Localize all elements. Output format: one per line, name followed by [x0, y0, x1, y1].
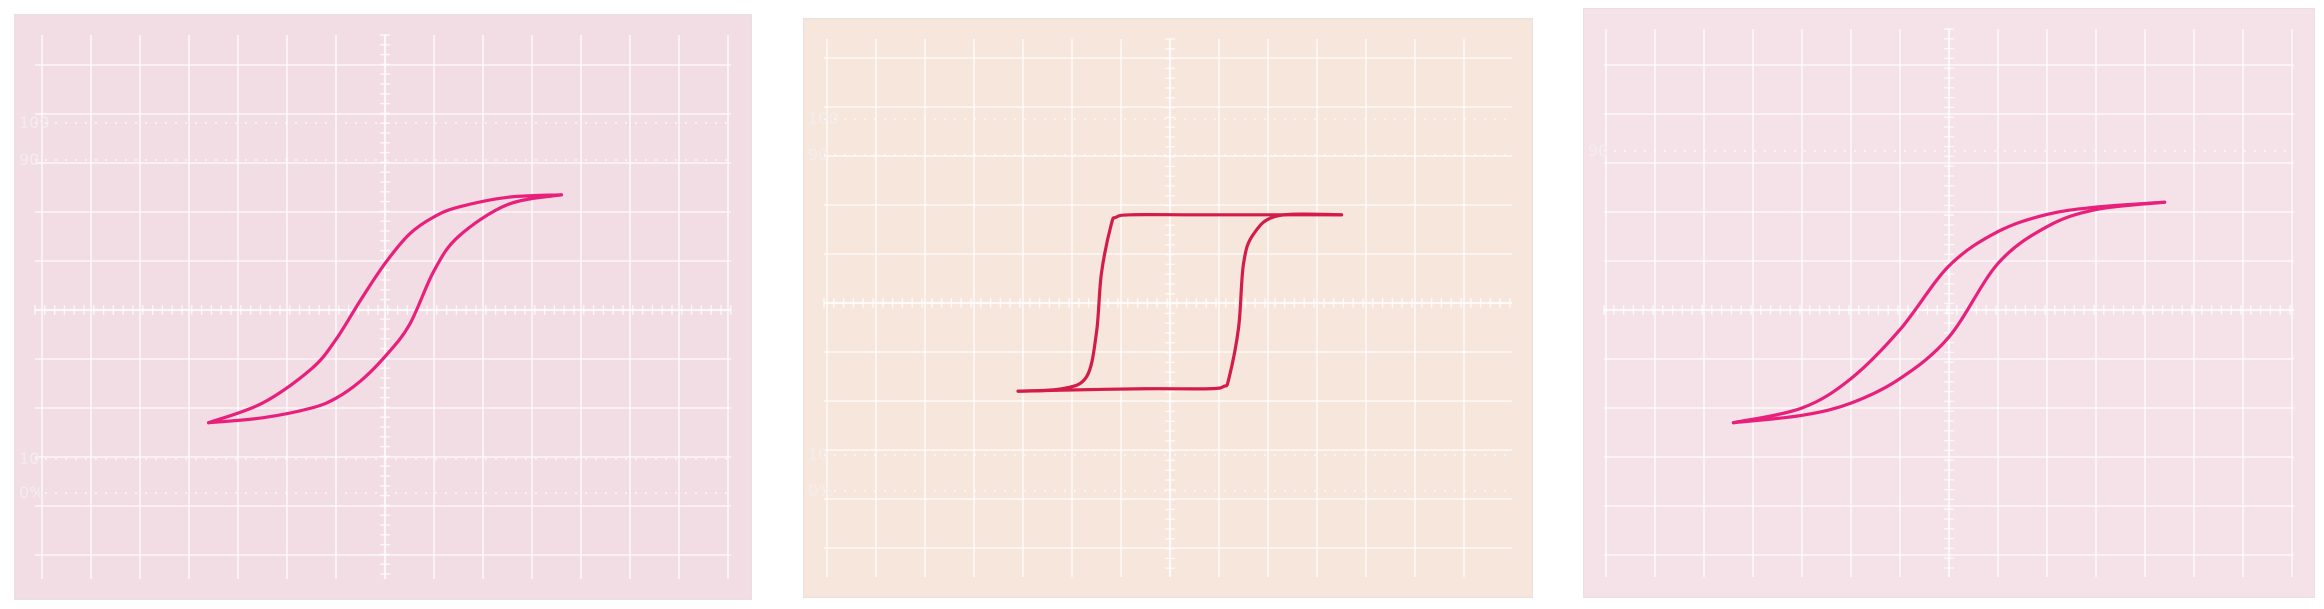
hysteresis-branch-2: [1731, 200, 2167, 425]
hysteresis-branch-1: [1731, 200, 2167, 425]
hysteresis-chart-1: 100 90 10 0%: [15, 15, 751, 599]
graticule: [1603, 28, 2294, 577]
hysteresis-branch-2: [207, 193, 563, 425]
screen-label: 90: [808, 145, 828, 164]
hysteresis-chart-2: 100 90 10 0%: [804, 19, 1532, 597]
screen-label: 10: [808, 445, 828, 464]
screen-label: 90: [1588, 141, 1608, 160]
graticule: [34, 34, 732, 579]
screen-label: 100: [19, 113, 50, 132]
traces: [1731, 200, 2167, 425]
graticule: [823, 38, 1512, 577]
scope-panel-2: 100 90 10 0%: [803, 18, 1533, 598]
screen-label: 0%: [808, 481, 833, 500]
screen-labels: 90: [1588, 141, 1608, 160]
screen-background: [15, 15, 751, 599]
hysteresis-branch-1: [1016, 213, 1344, 393]
screen-label: 0%: [19, 483, 44, 502]
traces: [207, 193, 563, 425]
scope-panel-3: 90: [1583, 8, 2315, 598]
screen-label: 90: [19, 150, 39, 169]
hysteresis-chart-3: 90: [1584, 9, 2314, 597]
screen-labels: 100 90 10 0%: [808, 109, 839, 500]
traces: [1016, 212, 1344, 393]
hysteresis-branch-1: [207, 193, 563, 425]
screen-labels: 100 90 10 0%: [19, 113, 50, 502]
screen-label: 10: [19, 449, 39, 468]
screen-label: 100: [808, 109, 839, 128]
hysteresis-branch-2: [1016, 212, 1344, 393]
scope-panel-1: 100 90 10 0%: [14, 14, 752, 600]
screen-background: [804, 19, 1532, 597]
